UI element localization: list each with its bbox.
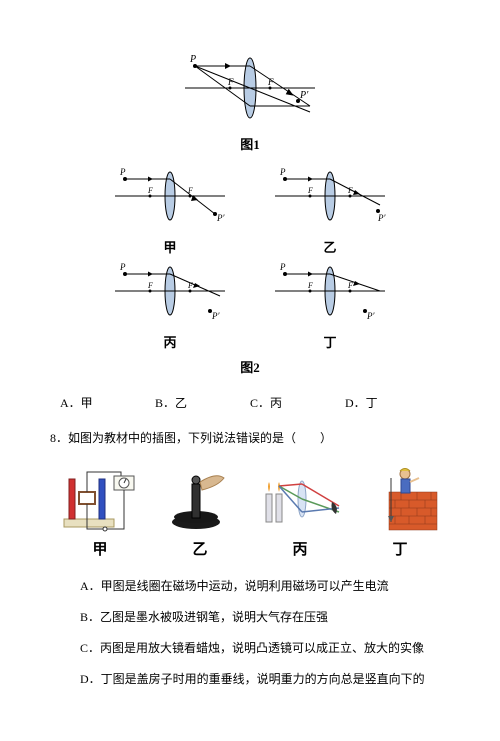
svg-text:P: P: [189, 54, 196, 65]
lens-bing-label: 丙: [110, 332, 230, 351]
lens-jia: F F P P′ 甲: [110, 161, 230, 256]
figure-2-label: 图2: [50, 357, 450, 376]
q8-fig-yi: [156, 464, 236, 534]
svg-text:F: F: [147, 281, 153, 290]
q8-fig-ding: [361, 464, 441, 534]
q8-fig-jia: [59, 464, 139, 534]
q8-label-ding: 丁: [360, 538, 440, 559]
svg-text:P: P: [119, 167, 126, 177]
q7-option-d: D．丁: [345, 394, 440, 411]
q8-label-yi: 乙: [160, 538, 240, 559]
q8-option-a: A．甲图是线圈在磁场中运动，说明利用磁场可以产生电流: [80, 577, 450, 594]
svg-text:P′: P′: [211, 311, 220, 321]
svg-text:F: F: [347, 281, 353, 290]
svg-text:F: F: [147, 186, 153, 195]
lens-bing: F F P P′ 丙: [110, 256, 230, 351]
q7-option-a: A．甲: [60, 394, 155, 411]
lens-yi-label: 乙: [270, 237, 390, 256]
svg-text:P′: P′: [377, 213, 386, 223]
q8-labels: 甲 乙 丙 丁: [50, 538, 450, 559]
q8-option-c: C．丙图是用放大镜看蜡烛，说明凸透镜可以成正立、放大的实像: [80, 639, 450, 656]
q8-option-b: B．乙图是墨水被吸进钢笔，说明大气存在压强: [80, 608, 450, 625]
q8-option-d: D．丁图是盖房子时用的重垂线，说明重力的方向总是竖直向下的: [80, 670, 450, 687]
q8-figures: [50, 464, 450, 534]
svg-text:P: P: [279, 262, 286, 272]
svg-text:P′: P′: [216, 213, 225, 223]
figure-2: F F P P′ 甲 F F P P′ 乙: [50, 161, 450, 376]
lens-diagram-1: F F P P′: [180, 48, 320, 128]
q7-option-c: C．丙: [250, 394, 345, 411]
q8-fig-bing: [254, 464, 344, 534]
q7-options: A．甲 B．乙 C．丙 D．丁: [60, 394, 440, 411]
lens-ding-label: 丁: [270, 332, 390, 351]
svg-text:F: F: [307, 186, 313, 195]
q8-label-jia: 甲: [60, 538, 140, 559]
svg-text:F: F: [187, 186, 193, 195]
svg-text:F: F: [227, 77, 234, 87]
svg-text:P′: P′: [366, 311, 375, 321]
lens-jia-label: 甲: [110, 237, 230, 256]
svg-text:F: F: [307, 281, 313, 290]
svg-text:P: P: [279, 167, 286, 177]
q8-stem: 8．如图为教材中的插图，下列说法错误的是（ ）: [50, 429, 450, 446]
svg-text:P′: P′: [299, 90, 309, 101]
svg-text:P: P: [119, 262, 126, 272]
q8-label-bing: 丙: [260, 538, 340, 559]
figure-1-label: 图1: [50, 134, 450, 153]
figure-1: F F P P′ 图1: [50, 48, 450, 153]
lens-ding: F F P P′ 丁: [270, 256, 390, 351]
q7-option-b: B．乙: [155, 394, 250, 411]
lens-yi: F F P P′ 乙: [270, 161, 390, 256]
